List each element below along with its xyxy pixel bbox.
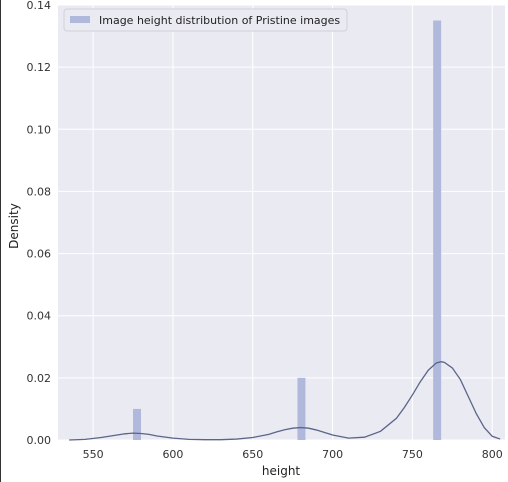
y-tick-label: 0.00	[27, 434, 52, 447]
y-tick-label: 0.04	[27, 310, 52, 323]
x-tick-label: 600	[162, 448, 183, 461]
y-axis-label: Density	[7, 203, 21, 249]
legend-label: Image height distribution of Pristine im…	[99, 14, 340, 27]
y-tick-label: 0.02	[27, 372, 52, 385]
legend-box	[63, 8, 348, 32]
y-tick-labels: 0.00 0.02 0.04 0.06 0.08 0.10 0.12 0.14	[27, 0, 52, 447]
y-tick-label: 0.08	[27, 185, 52, 198]
x-tick-label: 800	[482, 448, 503, 461]
histogram-bar	[297, 377, 306, 440]
histogram-bars	[133, 20, 442, 441]
histogram-bar	[433, 20, 442, 441]
y-tick-label: 0.10	[27, 123, 52, 136]
grid-lines	[58, 4, 505, 441]
legend-swatch	[70, 16, 90, 23]
y-tick-label: 0.12	[27, 61, 52, 74]
x-tick-label: 700	[322, 448, 343, 461]
x-tick-label: 750	[402, 448, 423, 461]
kde-curve	[69, 361, 501, 441]
y-tick-label: 0.06	[27, 248, 52, 261]
x-tick-label: 550	[83, 448, 104, 461]
x-axis-label: height	[262, 464, 301, 478]
legend: Image height distribution of Pristine im…	[63, 8, 348, 32]
x-tick-label: 650	[242, 448, 263, 461]
y-tick-label: 0.14	[27, 0, 52, 12]
x-tick-labels: 550 600 650 700 750 800	[83, 448, 503, 461]
histogram-bar	[133, 408, 142, 440]
window-edge	[0, 0, 1, 482]
